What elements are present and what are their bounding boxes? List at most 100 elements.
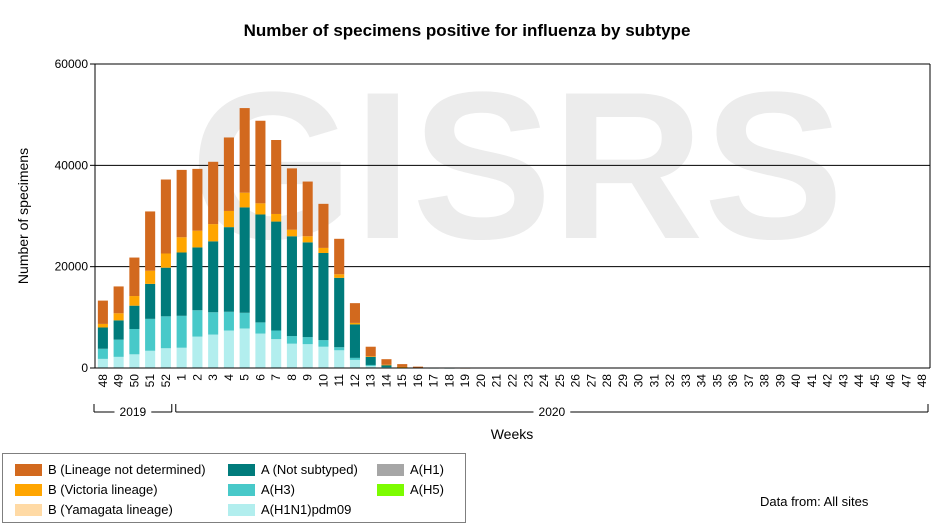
x-tick-label: 20: [474, 374, 488, 388]
bar-segment: [208, 312, 219, 335]
x-tick-label: 13: [364, 374, 378, 388]
x-tick-label: 8: [285, 374, 299, 381]
bar-segment: [160, 253, 171, 268]
bar-segment: [365, 356, 376, 357]
legend-swatch: [228, 464, 255, 476]
x-tick-label: 6: [253, 374, 267, 381]
bar-segment: [349, 357, 360, 360]
year-label: 2020: [539, 405, 566, 419]
bar-segment: [97, 348, 108, 359]
x-tick-label: 37: [742, 374, 756, 388]
bar-segment: [349, 324, 360, 358]
bar-segment: [286, 343, 297, 368]
x-tick-label: 49: [112, 374, 126, 388]
x-tick-label: 14: [379, 374, 393, 388]
bar-segment: [97, 300, 108, 324]
bar-segment: [286, 168, 297, 230]
bar-segment: [192, 310, 203, 337]
legend: B (Lineage not determined) B (Victoria li…: [2, 453, 466, 523]
bar-segment: [255, 214, 266, 323]
chart-title: Number of specimens positive for influen…: [244, 21, 691, 40]
x-tick-label: 46: [884, 374, 898, 388]
bar-segment: [302, 242, 313, 338]
legend-item: A(H5): [377, 482, 444, 498]
bar-segment: [318, 340, 329, 347]
x-tick-label: 7: [269, 374, 283, 381]
y-tick-label: 0: [81, 361, 88, 375]
legend-swatch: [228, 484, 255, 496]
legend-item: A (Not subtyped): [228, 462, 358, 478]
bar-segment: [113, 356, 124, 368]
x-tick-label: 51: [143, 374, 157, 388]
x-tick-label: 10: [316, 374, 330, 388]
bar-segment: [145, 211, 156, 271]
bar-segment: [271, 213, 282, 222]
bar-segment: [239, 328, 250, 368]
x-tick-label: 34: [695, 374, 709, 388]
x-tick-label: 1: [175, 374, 189, 381]
bar-segment: [286, 229, 297, 237]
bar-segment: [160, 316, 171, 349]
bar-segment: [334, 347, 345, 351]
bar-segment: [302, 337, 313, 345]
x-tick-label: 38: [758, 374, 772, 388]
bar-segment: [176, 315, 187, 348]
bar-segment: [381, 366, 392, 368]
x-tick-label: 52: [159, 374, 173, 388]
bar-segment: [97, 358, 108, 368]
legend-item: A(H3): [228, 482, 295, 498]
y-tick-label: 60000: [55, 57, 89, 71]
legend-item: B (Yamagata lineage): [15, 502, 173, 518]
bar-segment: [223, 210, 234, 228]
x-tick-label: 30: [632, 374, 646, 388]
x-tick-label: 9: [301, 374, 315, 381]
legend-swatch: [228, 504, 255, 516]
bar-segment: [302, 181, 313, 237]
x-tick-label: 4: [222, 374, 236, 381]
x-tick-label: 15: [395, 374, 409, 388]
bar-segment: [255, 120, 266, 204]
x-tick-label: 32: [663, 374, 677, 388]
bar-segment: [239, 207, 250, 313]
bar-segment: [271, 339, 282, 368]
x-tick-label: 23: [521, 374, 535, 388]
x-tick-label: 47: [899, 374, 913, 388]
bar-segment: [97, 327, 108, 349]
bar-segment: [334, 350, 345, 368]
bar-segment: [145, 283, 156, 319]
x-tick-label: 31: [647, 374, 661, 388]
legend-item: B (Lineage not determined): [15, 462, 206, 478]
x-tick-label: 25: [553, 374, 567, 388]
legend-label: B (Victoria lineage): [48, 482, 158, 497]
legend-label: B (Lineage not determined): [48, 462, 206, 477]
bar-segment: [223, 311, 234, 331]
y-tick-label: 40000: [55, 158, 89, 172]
x-tick-label: 27: [584, 374, 598, 388]
bar-segment: [208, 334, 219, 368]
bar-segment: [223, 137, 234, 211]
x-tick-label: 19: [458, 374, 472, 388]
bar-segment: [223, 330, 234, 368]
bar-segment: [381, 359, 392, 365]
bar-segment: [302, 236, 313, 243]
bar-segment: [160, 179, 171, 254]
bar-segment: [349, 359, 360, 368]
legend-item: A(H1N1)pdm09: [228, 502, 351, 518]
legend-label: A(H1): [410, 462, 444, 477]
x-tick-label: 21: [490, 374, 504, 388]
bar-segment: [145, 350, 156, 368]
legend-swatch: [377, 464, 404, 476]
bar-segment: [192, 247, 203, 311]
legend-swatch: [15, 464, 42, 476]
x-tick-label: 11: [332, 374, 346, 387]
bar-segment: [286, 336, 297, 344]
x-tick-label: 39: [773, 374, 787, 388]
bar-segment: [318, 203, 329, 248]
bar-segment: [271, 140, 282, 214]
x-tick-label: 44: [852, 374, 866, 388]
bar-segment: [381, 364, 392, 367]
bar-segment: [239, 312, 250, 329]
bar-segment: [192, 230, 203, 248]
x-tick-label: 24: [537, 374, 551, 388]
legend-swatch: [377, 484, 404, 496]
